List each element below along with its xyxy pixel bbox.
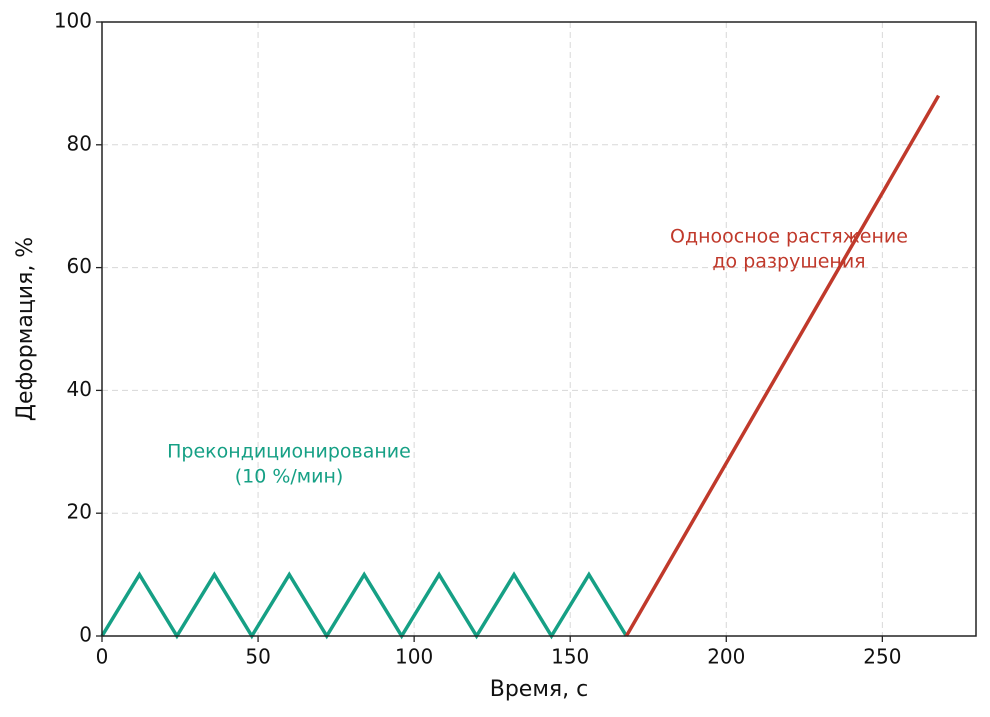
y-tick-label: 80 (67, 131, 92, 155)
x-tick-label: 150 (551, 645, 589, 669)
y-tick-label: 20 (67, 500, 92, 524)
annotation: (10 %/мин) (235, 466, 344, 488)
x-tick-label: 0 (96, 645, 109, 669)
y-axis-label: Деформация, % (13, 237, 38, 421)
line-series (624, 94, 941, 637)
x-tick-label: 50 (245, 645, 270, 669)
line-series (100, 571, 628, 640)
x-axis-label: Время, с (490, 677, 589, 702)
y-tick-label: 40 (67, 377, 92, 401)
y-tick-label: 60 (67, 254, 92, 278)
annotation: до разрушения (712, 251, 865, 273)
annotation: Одноосное растяжение (670, 226, 908, 248)
plot-frame (101, 21, 977, 637)
x-tick-label: 100 (395, 645, 433, 669)
y-tick-label: 100 (54, 9, 92, 33)
annotation: Прекондиционирование (167, 441, 411, 463)
x-tick-label: 200 (707, 645, 745, 669)
y-tick-label: 0 (79, 623, 92, 647)
x-tick-label: 250 (863, 645, 901, 669)
